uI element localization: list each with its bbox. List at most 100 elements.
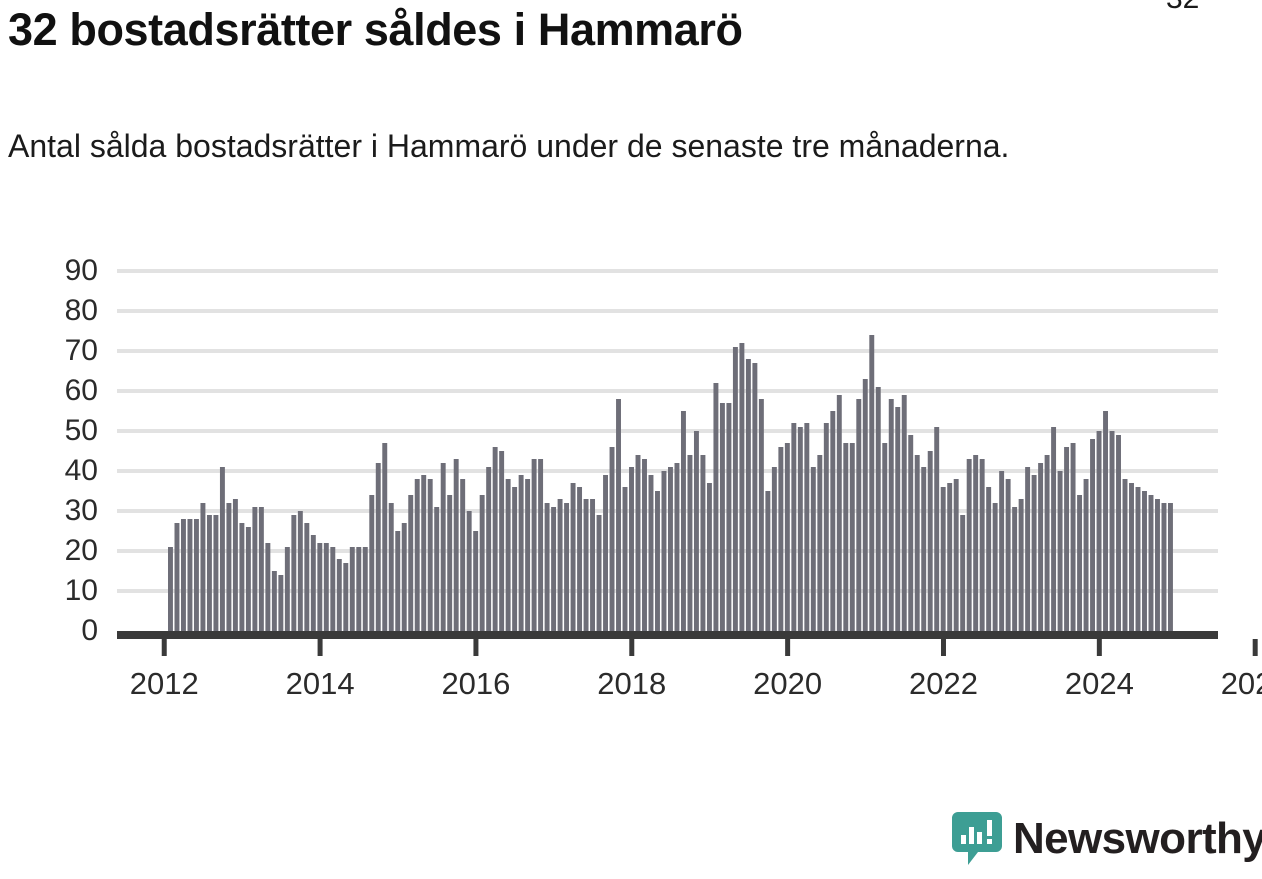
bar (304, 523, 310, 631)
bar (778, 447, 784, 631)
bar (518, 475, 524, 631)
bar (499, 451, 505, 631)
bar (823, 423, 829, 631)
bar (1044, 455, 1050, 631)
bar (336, 559, 342, 631)
bar (791, 423, 797, 631)
bar (629, 467, 634, 631)
bar (583, 499, 589, 631)
bar (1031, 475, 1037, 631)
newsworthy-logo: Newsworthy (952, 812, 1262, 866)
bar (1122, 479, 1128, 631)
bar (888, 399, 894, 631)
bar (960, 515, 966, 631)
bar (466, 511, 472, 631)
bar (1161, 503, 1167, 631)
bar (362, 547, 368, 631)
y-axis-tick-label: 60 (65, 374, 98, 407)
chart-canvas: 0 10 20 30 40 50 60 70 80 90 2012 2014 2016 2018 2020 2… (65, 0, 1262, 701)
bar (1051, 427, 1057, 631)
bar (862, 379, 868, 631)
bar (1135, 487, 1141, 631)
bar (804, 423, 810, 631)
bar (369, 495, 375, 631)
bar (901, 395, 907, 631)
bar (323, 543, 329, 631)
bar (219, 467, 225, 631)
bar (388, 503, 394, 631)
bar (817, 455, 823, 631)
bar (213, 515, 219, 631)
value-label: 32 (1166, 0, 1199, 15)
bar (719, 403, 725, 631)
bar (479, 495, 485, 631)
bar (1129, 483, 1134, 631)
bar (914, 455, 920, 631)
bar (180, 519, 186, 631)
bar (1012, 507, 1018, 631)
bar (849, 443, 855, 631)
bar (895, 407, 901, 631)
bar (1077, 495, 1083, 631)
bar (310, 535, 316, 631)
bar (784, 443, 790, 631)
bar (434, 507, 440, 631)
bar (1109, 431, 1115, 631)
y-axis-tick-label: 70 (65, 334, 98, 367)
bar (525, 479, 531, 631)
bar (908, 435, 914, 631)
bar (265, 543, 271, 631)
bar (239, 523, 245, 631)
speech-bubble-bar-chart-icon (952, 812, 1002, 865)
bar (414, 479, 420, 631)
bar (680, 411, 686, 631)
y-axis-tick-label: 40 (65, 454, 98, 487)
bar (1116, 435, 1121, 631)
bar (752, 363, 758, 631)
bar (732, 347, 738, 631)
bar (1096, 431, 1102, 631)
bar (291, 515, 297, 631)
bar (1148, 495, 1154, 631)
bar (986, 487, 992, 631)
bar (187, 519, 193, 631)
x-axis-tick-label: 2024 (1065, 666, 1134, 701)
bar (395, 531, 401, 631)
bar (953, 479, 959, 631)
bar (1005, 479, 1011, 631)
bar (453, 459, 459, 631)
bar (934, 427, 940, 631)
bar (875, 387, 881, 631)
bar (1018, 499, 1024, 631)
bar (492, 447, 498, 631)
bar (258, 507, 264, 631)
bar (505, 479, 511, 631)
bar (700, 455, 706, 631)
value-label-halo: 32 (1166, 0, 1199, 15)
bar (1090, 439, 1096, 631)
bar (375, 463, 381, 631)
chart-subtitle: Antal sålda bostadsrätter i Hammarö unde… (8, 128, 1010, 164)
bar (512, 487, 518, 631)
x-axis-tick-label: 2020 (753, 666, 822, 701)
bar (635, 455, 641, 631)
bar (460, 479, 466, 631)
x-axis-tick-label: 2026 (1221, 666, 1262, 701)
bar (1038, 463, 1044, 631)
bar (297, 511, 303, 631)
bar (271, 571, 277, 631)
y-axis-tick-label: 0 (81, 614, 98, 647)
logo-wordmark: Newsworthy (1013, 814, 1262, 863)
bar (687, 455, 693, 631)
y-axis-tick-label: 20 (65, 534, 98, 567)
y-axis-tick-label: 30 (65, 494, 98, 527)
bar (570, 483, 576, 631)
bar (966, 459, 972, 631)
bar (1103, 411, 1108, 631)
bar (642, 459, 647, 631)
bar (668, 467, 673, 631)
bar (882, 443, 888, 631)
bar (921, 467, 927, 631)
y-axis-tick-label: 10 (65, 574, 98, 607)
